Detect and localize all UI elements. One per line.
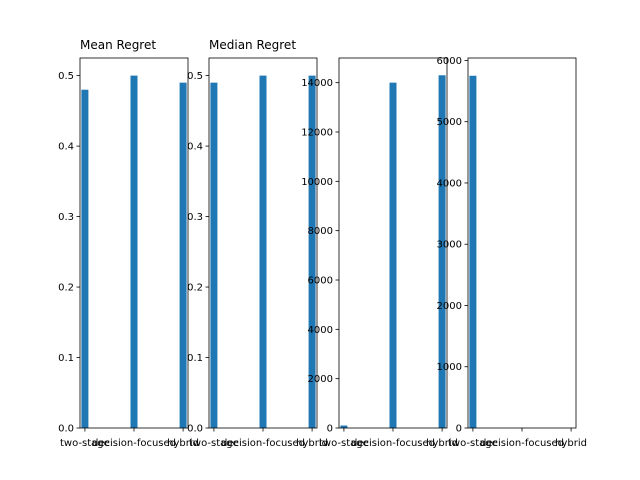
x-tick-label: hybrid	[426, 438, 458, 449]
x-tick-label: two-stage	[189, 438, 239, 449]
y-tick-label: 0.1	[187, 353, 203, 364]
y-tick-label: 14000	[301, 78, 333, 89]
x-tick-label: hybrid	[555, 438, 587, 449]
subplot-1: 0.0 0.1 0.2 0.3 0.4 0.5 two-stagedecision-focu…	[58, 38, 199, 449]
y-tick-label: 5000	[437, 117, 462, 128]
subplot-2: 0.0 0.1 0.2 0.3 0.4 0.5 two-stagedecision-focu…	[187, 38, 328, 449]
y-tick-label: 0.0	[187, 424, 203, 435]
bar-hybrid	[179, 82, 187, 429]
subplot-3: 0 2000 4000 6000 8000 10000 12000 14000 two-stag…	[301, 57, 458, 449]
y-tick-label: 0.2	[187, 283, 203, 294]
x-tick-label: hybrid	[167, 438, 199, 449]
y-tick-label: 0	[456, 424, 462, 435]
y-tick-label: 6000	[437, 56, 462, 67]
y-tick-label: 4000	[308, 325, 333, 336]
y-tick-label: 0	[327, 424, 333, 435]
y-tick-label: 0.3	[187, 212, 203, 223]
bar-two-stage	[469, 75, 477, 428]
x-tick-label: decision-focused	[351, 438, 435, 449]
bar-two-stage	[210, 82, 218, 429]
y-tick-label: 8000	[308, 226, 333, 237]
y-tick-label: 0.5	[58, 71, 74, 82]
y-tick-label: 0.0	[58, 424, 74, 435]
bar-decision-focused	[259, 75, 267, 429]
bar-hybrid	[438, 75, 446, 429]
subplot-title: Median Regret	[209, 38, 296, 52]
x-tick-label: two-stage	[448, 438, 498, 449]
bar-decision-focused	[389, 82, 397, 429]
x-tick-label: decision-focused	[221, 438, 305, 449]
subplot-4: 0 1000 2000 3000 4000 5000 6000 two-stagedecisi…	[437, 56, 587, 449]
x-tick-label: decision-focused	[480, 438, 564, 449]
y-tick-label: 0.1	[58, 353, 74, 364]
bar-decision-focused	[130, 75, 138, 429]
y-tick-label: 0.3	[58, 212, 74, 223]
x-tick-label: two-stage	[60, 438, 110, 449]
subplot-title: Mean Regret	[80, 38, 156, 52]
y-tick-label: 2000	[308, 374, 333, 385]
y-tick-label: 0.5	[187, 71, 203, 82]
y-tick-label: 6000	[308, 276, 333, 287]
y-tick-label: 1000	[437, 362, 462, 373]
y-tick-label: 0.4	[187, 142, 203, 153]
bar-two-stage	[340, 425, 348, 428]
bar-two-stage	[81, 89, 89, 429]
x-tick-label: two-stage	[319, 438, 369, 449]
y-tick-label: 10000	[301, 177, 333, 188]
y-tick-label: 0.4	[58, 142, 74, 153]
x-tick-label: hybrid	[296, 438, 328, 449]
y-tick-label: 0.2	[58, 283, 74, 294]
bar-hybrid	[308, 75, 316, 429]
x-tick-label: decision-focused	[92, 438, 176, 449]
y-tick-label: 4000	[437, 178, 462, 189]
y-tick-label: 3000	[437, 240, 462, 251]
y-tick-label: 2000	[437, 301, 462, 312]
y-tick-label: 12000	[301, 128, 333, 139]
